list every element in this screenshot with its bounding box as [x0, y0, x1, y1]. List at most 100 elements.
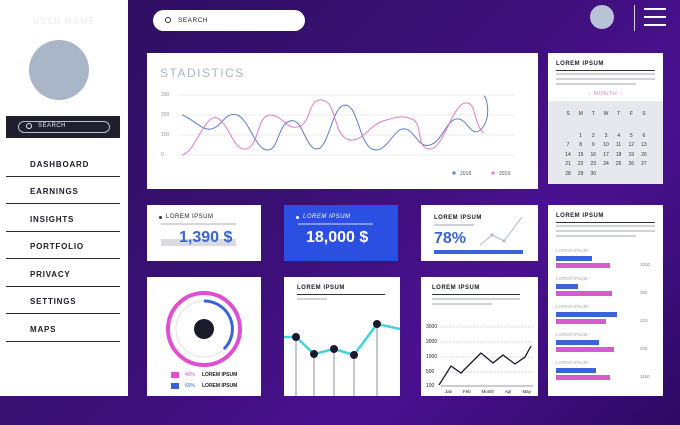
calendar-day[interactable]: 15	[577, 151, 584, 158]
sidebar-item-label: INSIGHTS	[30, 215, 75, 224]
x-axis-ticks: Jan Feb Month Apr May	[445, 389, 531, 394]
legend-2018: 2018	[460, 171, 472, 177]
bar-pink	[556, 291, 613, 296]
weekday-label: T	[591, 111, 595, 117]
y-tick: 300	[161, 92, 170, 98]
sidebar-item-label: SETTINGS	[30, 297, 77, 306]
calendar-day[interactable]: 11	[616, 142, 622, 148]
trend-sparkline	[479, 216, 523, 246]
calendar-day[interactable]: 21	[565, 161, 571, 167]
calendar-day	[613, 123, 625, 133]
sidebar-item-dashboard[interactable]: DASHBOARD	[6, 150, 120, 177]
calendar-day	[575, 123, 587, 133]
bar-value: 350	[640, 290, 648, 295]
calendar-day[interactable]: 16	[590, 151, 597, 158]
calendar-day[interactable]: 9	[591, 142, 595, 148]
calendar-day[interactable]: 25	[615, 161, 622, 167]
calendar-day[interactable]: 19	[628, 151, 635, 158]
bar-blue	[556, 256, 592, 261]
calendar-day[interactable]: 29	[577, 170, 584, 177]
calendar-day[interactable]: 22	[577, 161, 584, 167]
x-tick: Feb	[462, 389, 471, 394]
x-tick: Jan	[445, 389, 453, 394]
bar-pink	[556, 263, 610, 268]
bar-blue	[556, 284, 578, 289]
bar-value: 1200	[640, 262, 651, 267]
calendar-day[interactable]: 23	[590, 161, 597, 167]
bar-pink	[556, 347, 614, 352]
sidebar-item-earnings[interactable]: EARNINGS	[6, 177, 120, 204]
kpi-card-1: LOREM IPSUM 1,390 $	[147, 205, 261, 261]
avatar[interactable]	[29, 40, 89, 100]
y-tick: 100	[426, 383, 435, 389]
line-card: LOREM IPSUM 3000 2000 1000 500 100 Jan F…	[421, 277, 538, 396]
sidebar-item-privacy[interactable]: PRIVACY	[6, 260, 120, 287]
kpi-card-3: LOREM IPSUM 78%	[421, 205, 538, 261]
calendar-day	[638, 171, 650, 181]
calendar-day[interactable]: 20	[641, 151, 647, 158]
calendar-day[interactable]: 3	[604, 132, 608, 139]
weekday-label: M	[578, 111, 583, 117]
sidebar-item-settings[interactable]: SETTINGS	[6, 287, 120, 314]
calendar-day[interactable]: 13	[641, 142, 647, 148]
calendar-day[interactable]: 14	[565, 151, 571, 158]
divider	[634, 5, 635, 31]
search-input[interactable]: SEARCH	[153, 10, 305, 31]
calendar-day[interactable]: 26	[628, 161, 635, 167]
hamburger-menu-icon[interactable]	[644, 8, 666, 26]
legend-pct: 40%	[185, 372, 196, 378]
calendar-day[interactable]: 27	[641, 161, 647, 167]
calendar-day[interactable]: 12	[628, 142, 635, 148]
bar-label: LOREM IPSUM	[556, 332, 588, 337]
kpi-progress-bar	[434, 250, 523, 254]
sidebar-item-label: MAPS	[30, 325, 57, 334]
sidebar-search-input[interactable]	[18, 121, 110, 133]
bar-label: LOREM IPSUM	[556, 304, 588, 309]
sidebar-search[interactable]: SEARCH	[6, 116, 120, 138]
y-tick: 500	[426, 369, 435, 375]
bar-label: LOREM IPSUM	[556, 360, 588, 365]
calendar-month-nav[interactable]: ‹ MONTH ›	[588, 91, 623, 97]
weekday-label: T	[617, 111, 621, 117]
calendar-day[interactable]: 18	[615, 151, 622, 158]
bar-label: LOREM IPSUM	[556, 248, 588, 253]
calendar-day[interactable]: 8	[579, 142, 583, 148]
calendar-day[interactable]: 10	[603, 142, 609, 148]
kpi-value: 78%	[434, 230, 467, 247]
y-tick: 3000	[426, 324, 438, 330]
calendar-day	[600, 123, 612, 133]
statistics-card: STADISTICS 300 200 100 0 2018 2019	[147, 53, 538, 189]
bar-pink	[556, 375, 610, 380]
calendar-day[interactable]: 4	[617, 132, 621, 139]
legend-pct: 60%	[185, 383, 196, 389]
bar-blue	[556, 312, 618, 317]
x-tick: May	[522, 389, 531, 394]
legend-2019: 2019	[499, 171, 511, 177]
calendar-day	[600, 171, 612, 181]
user-avatar[interactable]	[590, 5, 614, 29]
x-tick: Apr	[504, 389, 512, 394]
sidebar-item-label: PRIVACY	[30, 270, 71, 279]
search-icon	[26, 123, 32, 129]
calendar-day[interactable]: 5	[629, 132, 633, 139]
lollipop-title: LOREM IPSUM	[297, 285, 345, 291]
statistics-title: STADISTICS	[160, 66, 245, 80]
calendar-day[interactable]: 28	[565, 170, 571, 177]
calendar-day	[562, 133, 574, 143]
kpi-label: LOREM IPSUM	[434, 215, 482, 221]
calendar-day[interactable]: 24	[603, 161, 609, 167]
bars-card-title: LOREM IPSUM	[556, 213, 604, 219]
calendar-day[interactable]: 7	[566, 142, 570, 148]
calendar-day[interactable]: 17	[603, 151, 609, 158]
x-tick: Month	[481, 389, 494, 394]
sidebar-item-portfolio[interactable]: PORTFOLIO	[6, 232, 120, 259]
sidebar-item-maps[interactable]: MAPS	[6, 315, 120, 342]
statistics-chart	[177, 94, 515, 175]
sidebar-item-insights[interactable]: INSIGHTS	[6, 205, 120, 232]
search-icon	[165, 17, 171, 23]
calendar-day[interactable]: 6	[642, 132, 646, 139]
calendar-day[interactable]: 1	[579, 132, 583, 139]
calendar-day[interactable]: 2	[591, 132, 595, 139]
calendar-day[interactable]: 30	[590, 170, 597, 177]
